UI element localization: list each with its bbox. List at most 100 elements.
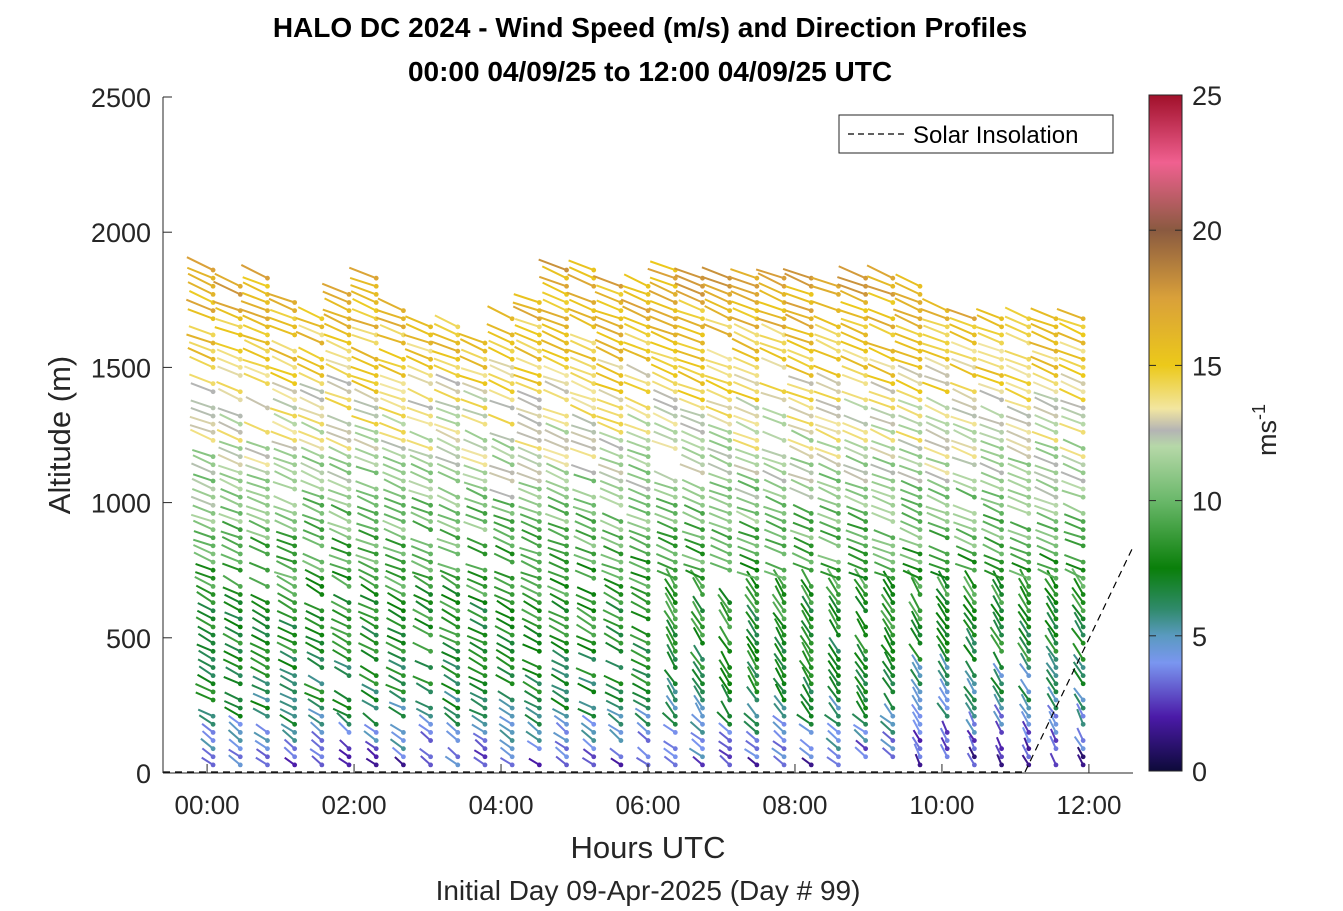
wind-barb-head <box>346 462 352 468</box>
wind-barb-head <box>645 535 651 541</box>
wind-barb-head <box>428 584 434 589</box>
wind-barb <box>379 374 404 385</box>
wind-barb <box>273 495 296 507</box>
wind-barb <box>594 315 622 328</box>
wind-barb-head <box>1026 689 1032 695</box>
wind-barb-head <box>346 713 352 719</box>
wind-barb-head <box>618 454 624 460</box>
wind-barb <box>517 421 540 434</box>
wind-barb <box>864 284 894 296</box>
wind-barb-head <box>808 567 814 573</box>
wind-barb <box>354 424 377 434</box>
wind-barb-head <box>373 632 379 638</box>
wind-barb-head <box>808 365 814 370</box>
wind-barb-head <box>863 713 869 719</box>
wind-barb <box>867 363 894 377</box>
wind-barb-head <box>618 584 624 589</box>
wind-barb <box>788 375 812 385</box>
wind-barb-head <box>971 373 977 378</box>
wind-barb <box>358 673 377 685</box>
wind-barb <box>630 585 649 596</box>
wind-barb <box>1009 521 1030 531</box>
wind-barb <box>632 699 649 709</box>
wind-barb <box>718 722 731 734</box>
wind-barb-head <box>836 754 841 760</box>
wind-barb-head <box>346 730 352 735</box>
wind-barb-head <box>917 324 923 330</box>
wind-barb-head <box>319 365 325 370</box>
wind-barb-head <box>754 640 760 646</box>
wind-barb <box>761 456 785 466</box>
wind-barb <box>735 396 758 409</box>
y-tick-label: 2500 <box>91 83 151 113</box>
wind-barb-head <box>292 421 298 427</box>
wind-barb <box>731 347 758 361</box>
wind-barb-head <box>808 592 814 597</box>
wind-barb-head <box>618 754 624 760</box>
wind-barb-head <box>999 381 1004 387</box>
wind-barb <box>382 488 404 499</box>
wind-barb <box>433 364 459 377</box>
wind-barb <box>843 464 866 474</box>
wind-barb <box>495 673 513 685</box>
wind-barb <box>328 510 350 523</box>
wind-barb <box>663 669 677 685</box>
wind-barb <box>435 373 459 385</box>
wind-barb-head <box>700 405 705 411</box>
wind-barb-head <box>890 494 896 500</box>
wind-barb-head <box>672 746 678 752</box>
wind-barb-head <box>346 438 352 443</box>
wind-barb-head <box>836 446 841 451</box>
wind-barb <box>692 595 704 612</box>
wind-barb-head <box>292 754 298 760</box>
wind-barb <box>280 723 296 734</box>
wind-barb <box>774 658 785 677</box>
wind-barb <box>892 308 921 320</box>
wind-barb-head <box>754 746 760 752</box>
wind-barb <box>1017 642 1030 660</box>
wind-barb-head <box>482 616 488 622</box>
wind-barb-head <box>536 527 542 533</box>
wind-barb-head <box>346 657 352 662</box>
wind-barb <box>720 650 731 669</box>
wind-barb <box>707 423 731 434</box>
wind-barb <box>438 503 459 515</box>
wind-barb-head <box>863 665 869 670</box>
wind-barb <box>719 667 731 685</box>
wind-barb-head <box>700 300 705 305</box>
wind-barb-head <box>1053 486 1059 492</box>
wind-barb <box>541 348 567 361</box>
wind-barb <box>1036 511 1057 523</box>
wind-barb-head <box>781 535 787 541</box>
wind-barb-head <box>346 308 352 314</box>
wind-barb <box>1006 504 1030 515</box>
wind-barb <box>628 463 649 474</box>
wind-barb <box>718 625 731 644</box>
wind-barb <box>268 324 296 336</box>
wind-barb <box>332 707 350 718</box>
wind-barb-head <box>482 365 488 370</box>
wind-barb-head <box>482 624 488 630</box>
wind-barb <box>525 730 540 742</box>
wind-barb <box>743 748 758 758</box>
wind-barb-head <box>237 421 243 427</box>
wind-barb-head <box>210 624 216 630</box>
wind-barb <box>870 381 894 393</box>
wind-barb-head <box>808 454 814 460</box>
wind-barb <box>385 641 404 653</box>
wind-barb <box>271 355 296 369</box>
wind-barb <box>951 456 975 466</box>
wind-barb <box>840 301 866 312</box>
wind-barb <box>629 545 649 555</box>
wind-barb <box>601 569 622 580</box>
wind-barb-head <box>808 356 814 362</box>
wind-barb-head <box>999 592 1004 597</box>
wind-barb-head <box>781 738 787 743</box>
wind-barb-head <box>999 332 1004 338</box>
wind-barb <box>269 366 295 377</box>
wind-barb <box>665 626 677 644</box>
wind-barb <box>893 358 921 369</box>
wind-barb <box>470 697 486 709</box>
wind-barb-head <box>700 316 705 322</box>
wind-barb <box>357 560 377 572</box>
